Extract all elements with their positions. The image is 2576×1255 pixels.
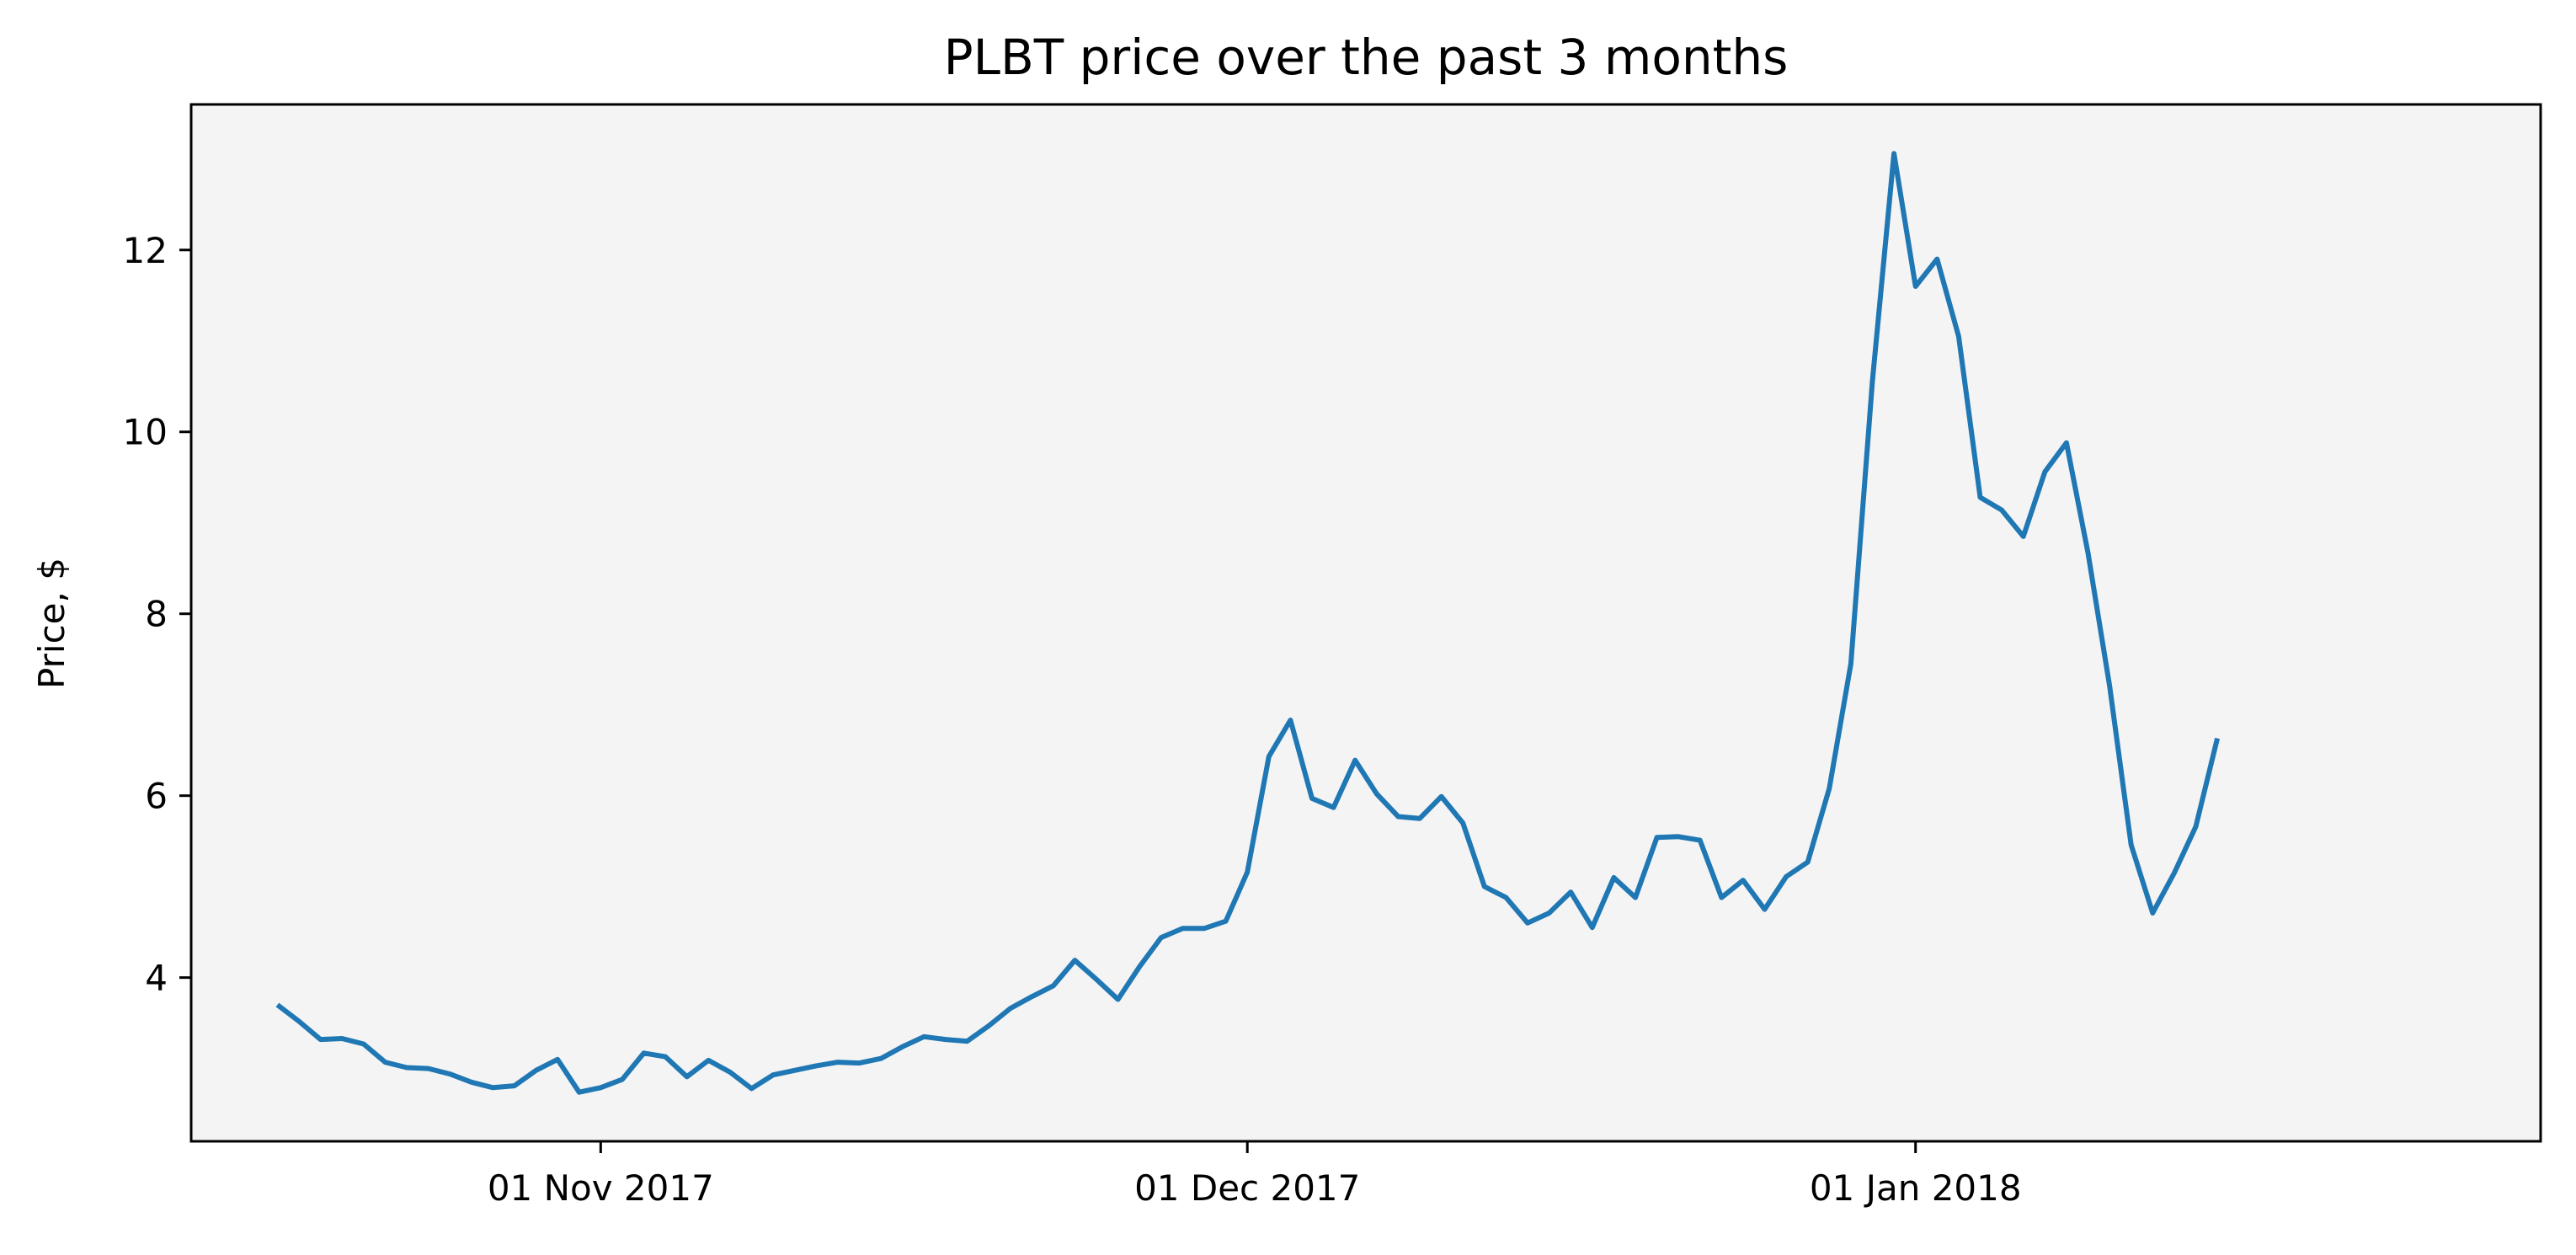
plot-area bbox=[191, 104, 2541, 1141]
plot-frame bbox=[189, 103, 2542, 1143]
x-tick-label: 01 Jan 2018 bbox=[1810, 1167, 2022, 1209]
x-tick-label: 01 Dec 2017 bbox=[1134, 1167, 1360, 1209]
x-tick-label: 01 Nov 2017 bbox=[488, 1167, 714, 1209]
y-tick-label: 12 bbox=[123, 230, 168, 271]
y-axis: 4 6 8 10 12 bbox=[123, 230, 191, 999]
y-tick-label: 10 bbox=[123, 412, 168, 453]
y-tick-label: 6 bbox=[145, 776, 168, 817]
x-axis: 01 Nov 2017 01 Dec 2017 01 Jan 2018 bbox=[488, 1141, 2022, 1209]
y-tick-label: 4 bbox=[145, 958, 168, 999]
chart-title: PLBT price over the past 3 months bbox=[944, 29, 1789, 86]
y-axis-label: Price, $ bbox=[31, 558, 72, 689]
price-series-line bbox=[275, 151, 2221, 1095]
y-tick-label: 8 bbox=[145, 594, 168, 635]
